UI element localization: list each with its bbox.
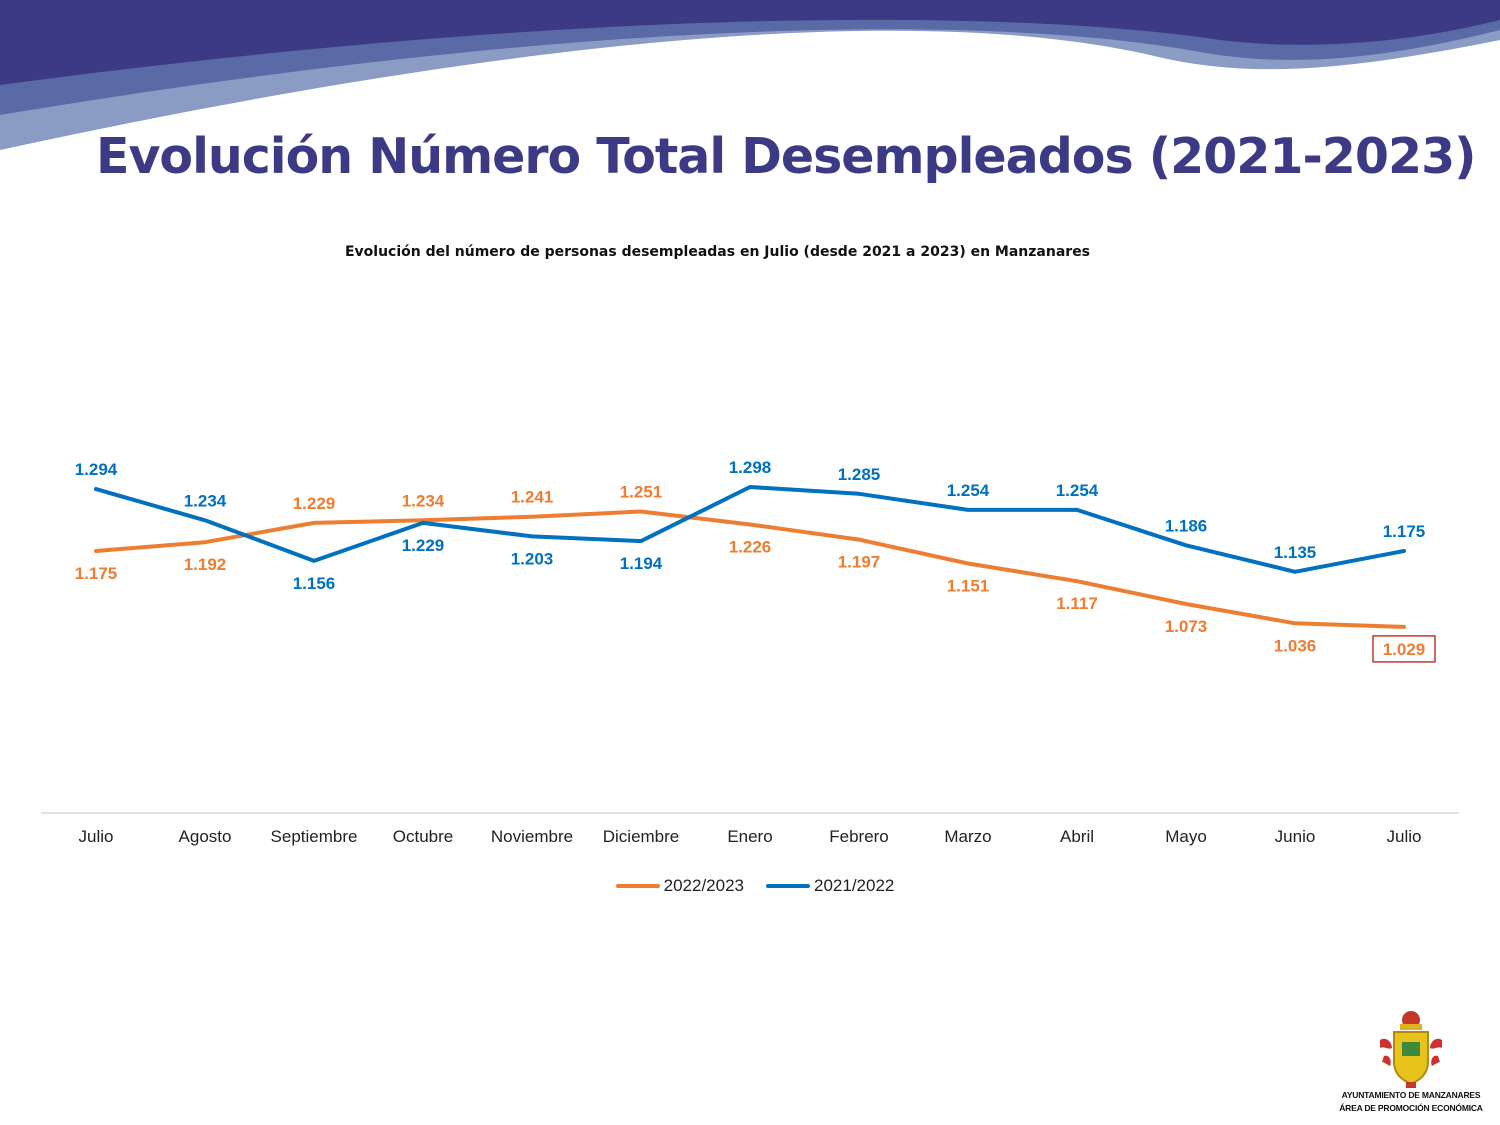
- chart-title: Evolución del número de personas desempl…: [344, 244, 1091, 260]
- x-tick-label: Agosto: [179, 827, 232, 846]
- chart-legend: 2022/2023 2021/2022: [0, 876, 1500, 896]
- data-label: 1.073: [1165, 617, 1208, 636]
- series-line-orange: [94, 509, 1406, 629]
- coat-of-arms-icon: [1380, 1011, 1442, 1088]
- data-label: 1.036: [1274, 636, 1317, 655]
- legend-item-2022-2023: 2022/2023: [615, 876, 744, 896]
- data-label: 1.203: [511, 549, 554, 568]
- x-tick-label: Diciembre: [603, 827, 680, 846]
- legend-swatch-orange: [615, 884, 660, 888]
- data-label: 1.175: [1383, 522, 1426, 541]
- x-tick-label: Julio: [1387, 827, 1422, 846]
- x-tick-label: Mayo: [1165, 827, 1207, 846]
- legend-swatch-blue: [766, 884, 810, 888]
- municipal-logo: AYUNTAMIENTO DE MANZANARES ÁREA DE PROMO…: [1336, 1006, 1486, 1118]
- data-label: 1.175: [75, 564, 118, 583]
- data-label: 1.156: [293, 574, 336, 593]
- data-label: 1.226: [729, 538, 772, 557]
- x-tick-label: Enero: [727, 827, 772, 846]
- page-title: Evolución Número Total Desempleados (202…: [96, 128, 1477, 185]
- legend-label: 2021/2022: [814, 876, 895, 895]
- x-tick-label: Octubre: [393, 827, 453, 846]
- logo-line-1: AYUNTAMIENTO DE MANZANARES: [1341, 1090, 1481, 1100]
- data-label: 1.254: [947, 481, 990, 500]
- data-label: 1.285: [838, 465, 881, 484]
- header-banner: [0, 0, 1500, 150]
- series-line-blue: [94, 485, 1406, 574]
- data-label: 1.194: [620, 554, 663, 573]
- data-label: 1.251: [620, 483, 663, 502]
- data-label: 1.117: [1056, 594, 1098, 613]
- x-tick-label: Junio: [1275, 827, 1316, 846]
- data-label: 1.254: [1056, 481, 1099, 500]
- data-label: 1.229: [293, 494, 336, 513]
- data-label: 1.135: [1274, 543, 1317, 562]
- x-tick-label: Septiembre: [271, 827, 358, 846]
- legend-item-2021-2022: 2021/2022: [766, 876, 894, 896]
- x-tick-label: Febrero: [829, 827, 889, 846]
- data-label: 1.192: [184, 555, 227, 574]
- data-label: 1.294: [75, 460, 118, 479]
- data-label: 1.234: [402, 491, 445, 510]
- highlight-box: [1372, 635, 1436, 663]
- x-tick-label: Noviembre: [491, 827, 573, 846]
- data-label: 1.298: [729, 458, 772, 477]
- data-label: 1.229: [402, 536, 445, 555]
- data-label: 1.186: [1165, 516, 1208, 535]
- data-label: 1.029: [1383, 640, 1426, 659]
- x-tick-label: Julio: [79, 827, 114, 846]
- legend-label: 2022/2023: [663, 876, 744, 895]
- x-tick-label: Abril: [1060, 827, 1094, 846]
- data-label: 1.234: [184, 491, 227, 510]
- logo-line-2: ÁREA DE PROMOCIÓN ECONÓMICA: [1339, 1103, 1483, 1113]
- data-label: 1.151: [947, 577, 990, 596]
- data-label: 1.197: [838, 553, 881, 572]
- x-tick-label: Marzo: [944, 827, 991, 846]
- data-label: 1.241: [511, 488, 554, 507]
